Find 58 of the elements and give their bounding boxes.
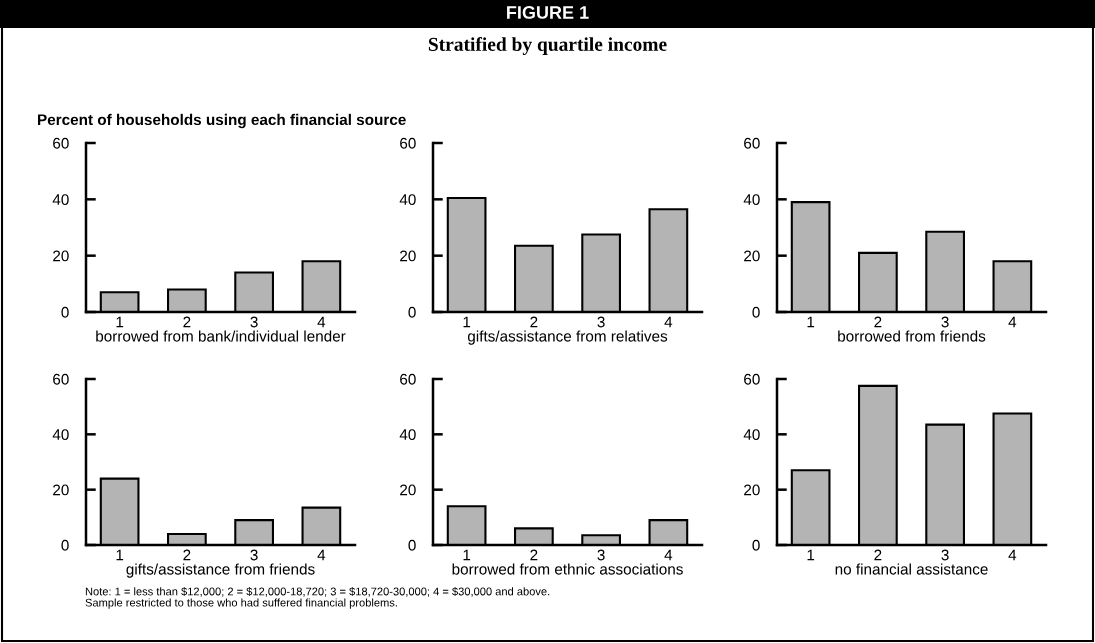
x-tick-label: 3 xyxy=(941,316,949,328)
y-tick-label: 60 xyxy=(744,137,760,149)
y-tick-label: 40 xyxy=(743,429,760,441)
x-tick-label: 2 xyxy=(183,316,191,328)
x-tick-label: 4 xyxy=(317,316,326,328)
text: Stratified by quartile income xyxy=(428,37,667,55)
y-tick-label: 20 xyxy=(400,484,416,496)
x-tick-label: 1 xyxy=(807,316,815,328)
y-tick-label: 60 xyxy=(53,137,69,149)
x-tick-label: 4 xyxy=(1008,316,1017,328)
y-tick-label: 0 xyxy=(408,306,416,318)
y-tick-label: 20 xyxy=(744,484,760,496)
x-tick-label: 1 xyxy=(116,549,124,561)
x-tick-label: 2 xyxy=(874,549,882,561)
text: Note: 1 = less than $12,000; 2 = $12,000-18,720; 3 = $18,720-30,000; 4 = $30,000 and above. Sample restricted to those who had suffered financial problems. xyxy=(85,587,550,609)
y-tick-label: 40 xyxy=(52,429,69,441)
y-tick-label: 0 xyxy=(61,539,69,551)
x-tick-label: 2 xyxy=(183,549,191,561)
text: FIGURE 1 xyxy=(507,6,589,19)
y-tick-label: 60 xyxy=(53,373,69,385)
y-tick-label: 60 xyxy=(400,373,416,385)
x-tick-label: 1 xyxy=(463,316,471,328)
x-axis-title: no financial assistance xyxy=(835,563,988,575)
y-axis-title: Percent of households using each financial source xyxy=(38,113,406,129)
x-axis-title: borrowed from friends xyxy=(838,330,986,342)
x-tick-label: 2 xyxy=(874,316,882,328)
y-tick-label: 20 xyxy=(400,250,416,262)
y-tick-label: 20 xyxy=(53,484,69,496)
x-tick-label: 4 xyxy=(664,316,673,328)
y-tick-label: 40 xyxy=(399,429,416,441)
x-axis-title: gifts/assistance from relatives xyxy=(467,330,668,345)
x-tick-label: 3 xyxy=(597,316,605,328)
y-tick-label: 0 xyxy=(752,539,760,551)
y-tick-label: 40 xyxy=(399,194,416,206)
x-tick-label: 2 xyxy=(530,316,538,328)
x-axis-title: gifts/assistance from friends xyxy=(126,563,315,578)
x-tick-label: 1 xyxy=(463,549,471,561)
x-tick-label: 1 xyxy=(116,316,124,328)
x-axis-title: borrowed from bank/individual lender xyxy=(96,330,346,342)
y-tick-label: 60 xyxy=(400,137,416,149)
x-tick-label: 2 xyxy=(530,549,538,561)
y-tick-label: 40 xyxy=(52,194,69,206)
y-tick-label: 60 xyxy=(744,373,760,385)
x-axis-title: borrowed from ethnic associations xyxy=(452,563,683,575)
y-tick-label: 0 xyxy=(408,539,416,551)
y-tick-label: 0 xyxy=(752,306,760,318)
x-tick-label: 3 xyxy=(941,549,949,561)
x-tick-label: 4 xyxy=(1008,549,1017,561)
x-tick-label: 3 xyxy=(250,549,258,561)
y-tick-label: 40 xyxy=(743,194,760,206)
y-tick-label: 20 xyxy=(53,250,69,262)
x-tick-label: 3 xyxy=(250,316,258,328)
x-tick-label: 4 xyxy=(317,549,326,561)
y-tick-label: 20 xyxy=(744,250,760,262)
x-tick-label: 4 xyxy=(664,549,673,561)
x-tick-label: 3 xyxy=(597,549,605,561)
y-tick-label: 0 xyxy=(61,306,69,318)
x-tick-label: 1 xyxy=(807,549,815,561)
